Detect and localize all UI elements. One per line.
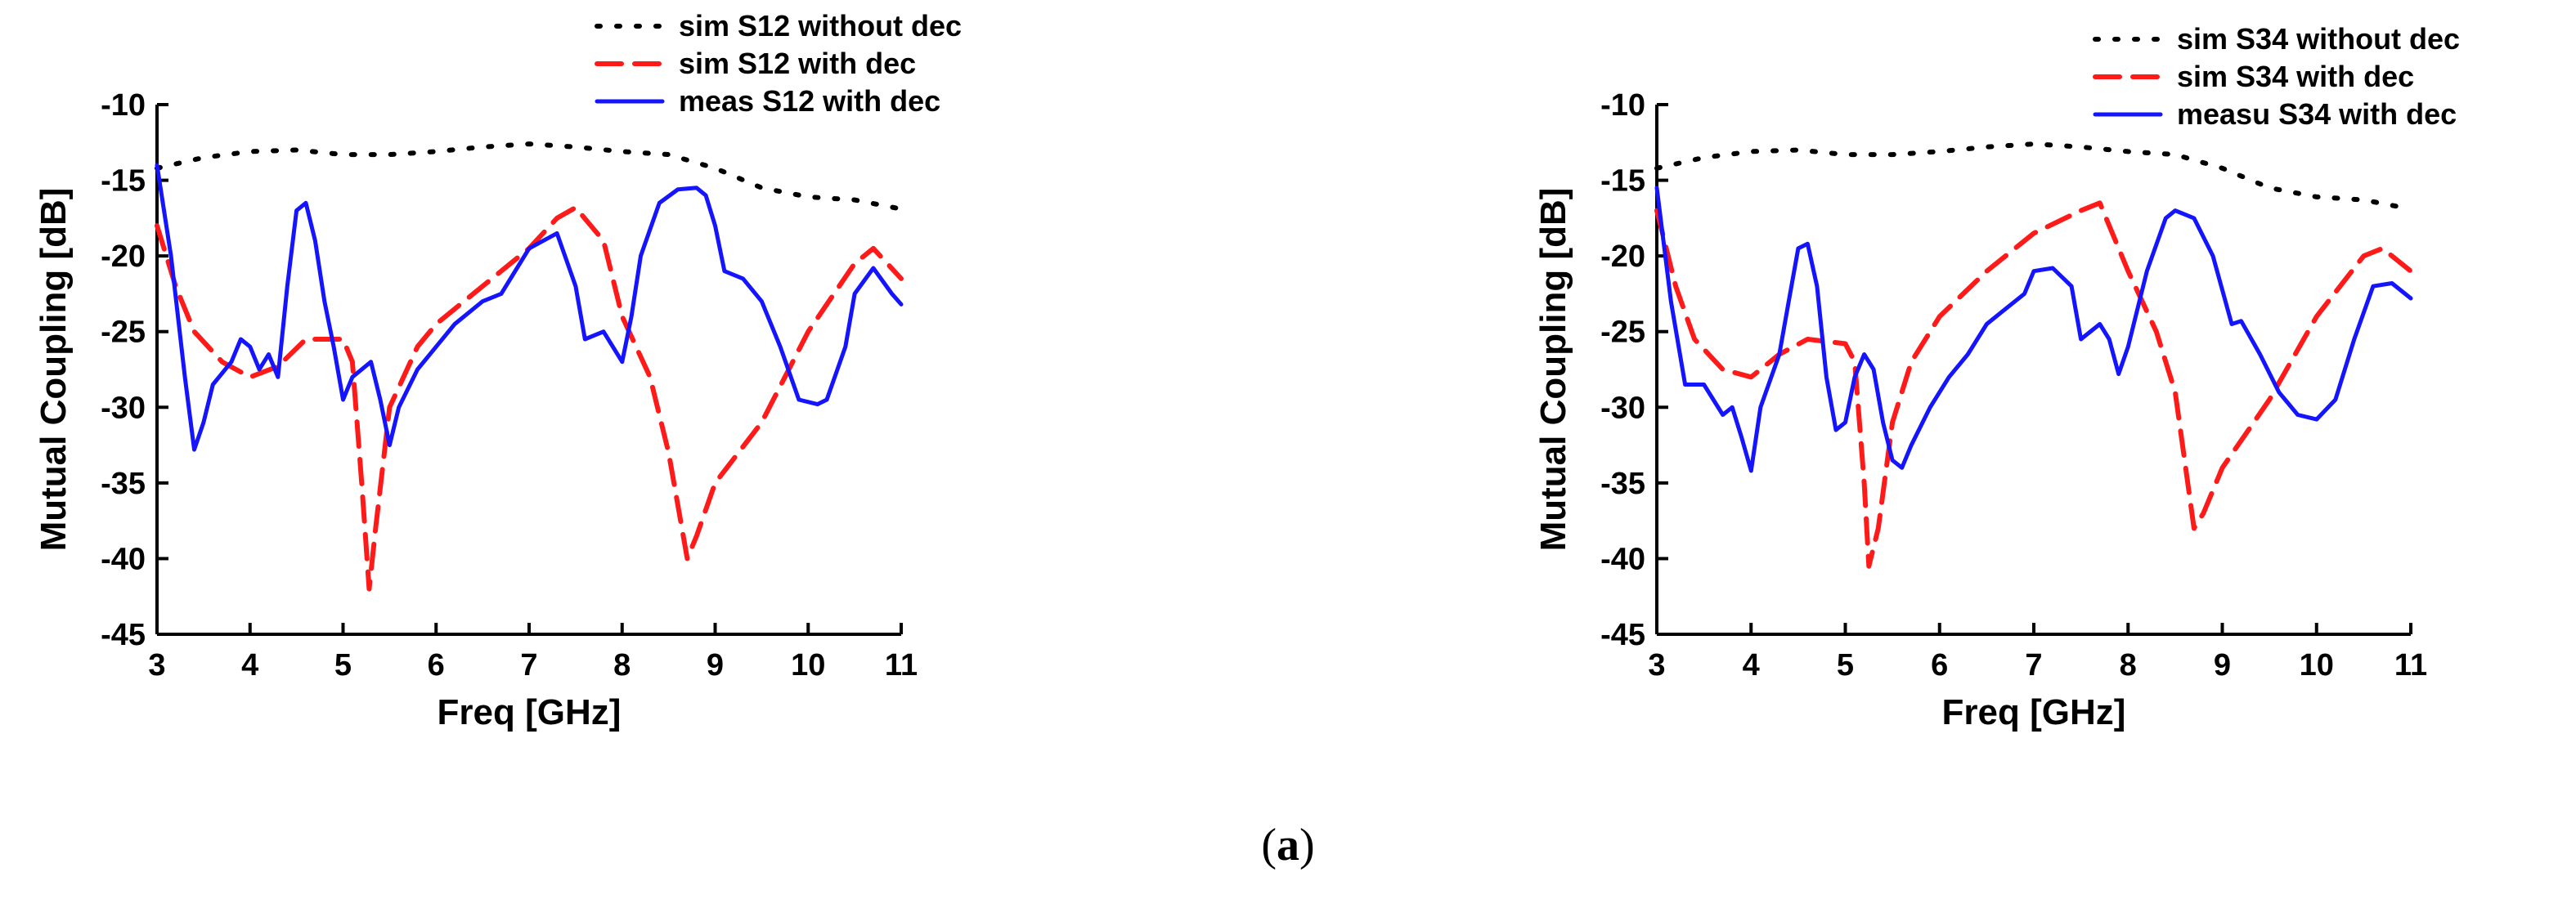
y-tick-label: -40: [1600, 542, 1645, 576]
caption-open: (: [1261, 820, 1277, 870]
y-tick-label: -30: [1600, 391, 1645, 425]
x-axis-title: Freq [GHz]: [1942, 692, 2126, 732]
series-line: [155, 204, 904, 592]
x-tick-label: 3: [148, 648, 165, 682]
series-line: [155, 163, 904, 452]
y-tick-label: -15: [1600, 164, 1645, 199]
series-line: [1654, 141, 2413, 212]
x-tick-label: 5: [334, 648, 352, 682]
legend-label: sim S12 with dec: [679, 47, 916, 80]
caption-letter: a: [1277, 820, 1299, 870]
legend-label: sim S12 without dec: [679, 9, 962, 43]
y-tick-label: -20: [101, 239, 146, 274]
y-axis-title: Mutual Coupling [dB]: [1533, 188, 1573, 552]
y-tick-label: -25: [1600, 316, 1645, 350]
legend-label: measu S34 with dec: [2177, 97, 2457, 131]
x-tick-label: 9: [2214, 648, 2231, 682]
x-tick-label: 7: [2025, 648, 2042, 682]
series-line: [155, 141, 904, 212]
y-tick-label: -35: [101, 467, 146, 501]
x-tick-label: 7: [520, 648, 537, 682]
y-tick-label: -30: [101, 391, 146, 425]
x-axis-title: Freq [GHz]: [438, 692, 622, 732]
x-tick-label: 9: [707, 648, 724, 682]
y-tick-label: -40: [101, 542, 146, 576]
legend-label: meas S12 with dec: [679, 84, 940, 118]
x-tick-label: 11: [885, 648, 918, 682]
x-tick-label: 10: [791, 648, 825, 682]
y-axis-title: Mutual Coupling [dB]: [34, 188, 74, 552]
figure-caption: (a): [1261, 820, 1314, 870]
y-tick-label: -25: [101, 316, 146, 350]
y-tick-label: -45: [101, 618, 146, 652]
x-tick-label: 8: [613, 648, 631, 682]
y-tick-label: -45: [1600, 618, 1645, 652]
x-tick-label: 6: [1931, 648, 1948, 682]
x-tick-label: 4: [241, 648, 258, 682]
legend-label: sim S34 with dec: [2177, 60, 2414, 93]
y-tick-label: -20: [1600, 239, 1645, 274]
y-tick-label: -10: [101, 88, 146, 123]
x-tick-label: 6: [428, 648, 445, 682]
series-line: [1654, 186, 2413, 473]
x-tick-label: 10: [2300, 648, 2334, 682]
y-tick-label: -35: [1600, 467, 1645, 501]
series-line: [1654, 200, 2413, 569]
x-tick-label: 5: [1837, 648, 1854, 682]
x-tick-label: 8: [2120, 648, 2137, 682]
chart-left: -10 -15 -20 -25 -30 -35 -40 -453 4 5 6 7 8 9 10 11 Freq …: [34, 9, 962, 732]
x-tick-label: 11: [2394, 648, 2427, 682]
y-tick-label: -15: [101, 164, 146, 199]
x-tick-label: 4: [1743, 648, 1760, 682]
y-tick-label: -10: [1600, 88, 1645, 123]
legend-label: sim S34 without dec: [2177, 22, 2460, 56]
caption-close: ): [1299, 820, 1315, 870]
x-tick-label: 3: [1648, 648, 1665, 682]
chart-right: -10 -15 -20 -25 -30 -35 -40 -453 4 5 6 7 8 9 10 11 Freq …: [1533, 22, 2460, 732]
